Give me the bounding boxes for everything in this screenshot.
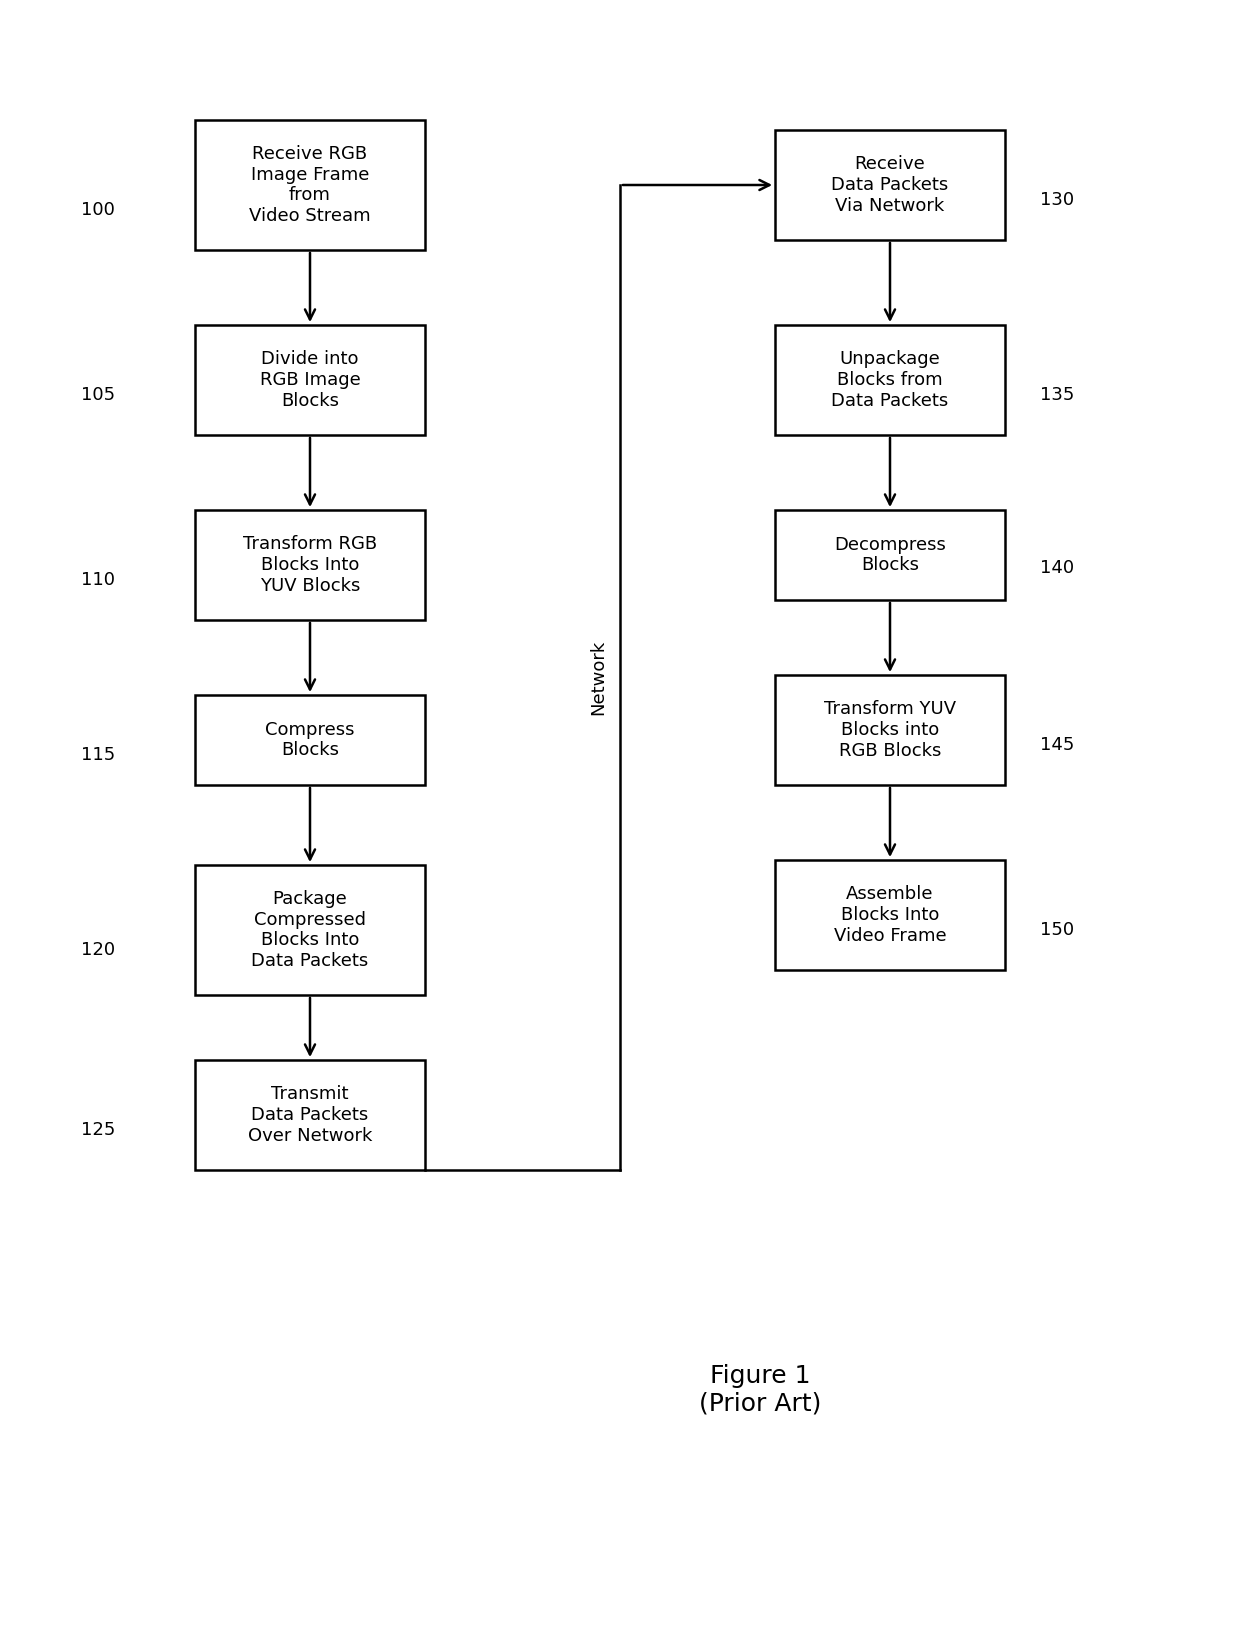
Bar xyxy=(195,695,425,784)
Bar xyxy=(195,120,425,251)
Text: 145: 145 xyxy=(1040,735,1074,753)
Text: 120: 120 xyxy=(81,940,115,958)
Text: 135: 135 xyxy=(1040,386,1074,403)
Text: Unpackage
Blocks from
Data Packets: Unpackage Blocks from Data Packets xyxy=(831,350,949,410)
Bar xyxy=(775,675,1004,784)
Text: 150: 150 xyxy=(1040,921,1074,939)
Bar xyxy=(775,325,1004,434)
Text: 130: 130 xyxy=(1040,190,1074,208)
Text: Receive RGB
Image Frame
from
Video Stream: Receive RGB Image Frame from Video Strea… xyxy=(249,145,371,225)
Text: Divide into
RGB Image
Blocks: Divide into RGB Image Blocks xyxy=(259,350,361,410)
Text: Receive
Data Packets
Via Network: Receive Data Packets Via Network xyxy=(831,155,949,215)
Text: Decompress
Blocks: Decompress Blocks xyxy=(835,535,946,574)
Bar xyxy=(195,325,425,434)
Text: 125: 125 xyxy=(81,1121,115,1139)
Text: Transmit
Data Packets
Over Network: Transmit Data Packets Over Network xyxy=(248,1085,372,1145)
Text: Compress
Blocks: Compress Blocks xyxy=(265,721,355,760)
Text: Network: Network xyxy=(589,639,608,716)
Text: 115: 115 xyxy=(81,747,115,765)
Bar xyxy=(775,509,1004,600)
Bar xyxy=(195,1061,425,1170)
Text: Package
Compressed
Blocks Into
Data Packets: Package Compressed Blocks Into Data Pack… xyxy=(252,890,368,970)
Bar xyxy=(775,861,1004,970)
Text: Transform YUV
Blocks into
RGB Blocks: Transform YUV Blocks into RGB Blocks xyxy=(823,700,956,760)
Text: 105: 105 xyxy=(81,386,115,403)
Text: Transform RGB
Blocks Into
YUV Blocks: Transform RGB Blocks Into YUV Blocks xyxy=(243,535,377,595)
Bar xyxy=(195,509,425,620)
Text: Figure 1
(Prior Art): Figure 1 (Prior Art) xyxy=(699,1363,821,1415)
Bar xyxy=(775,130,1004,241)
Text: 100: 100 xyxy=(81,202,115,220)
Bar xyxy=(195,866,425,996)
Text: Assemble
Blocks Into
Video Frame: Assemble Blocks Into Video Frame xyxy=(833,885,946,945)
Text: 110: 110 xyxy=(81,571,115,589)
Text: 140: 140 xyxy=(1040,560,1074,578)
